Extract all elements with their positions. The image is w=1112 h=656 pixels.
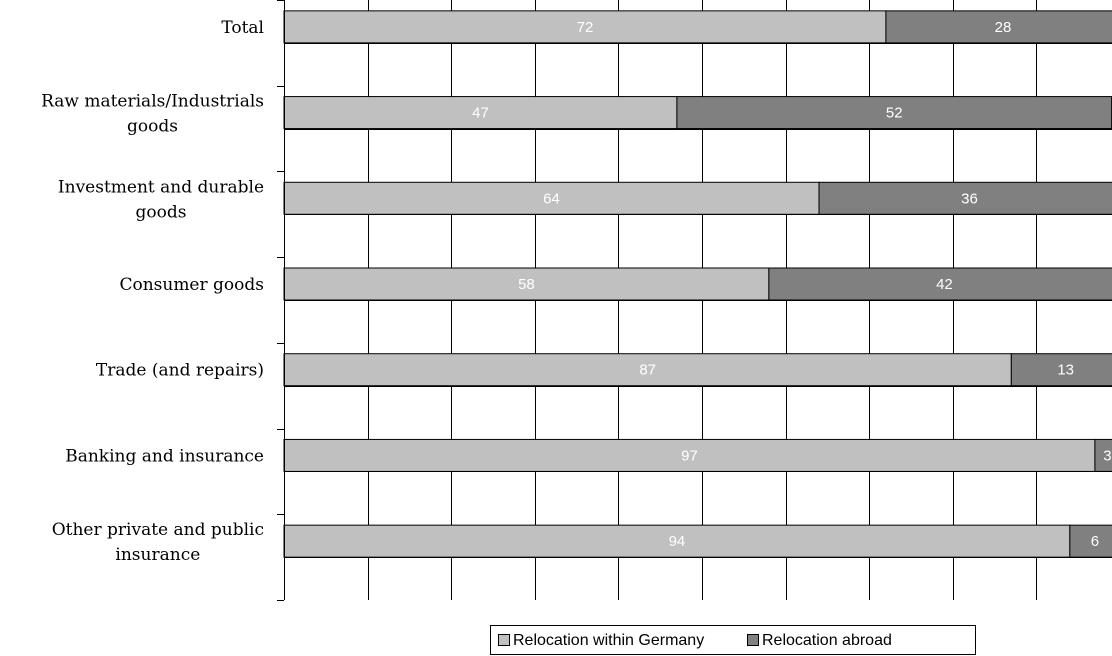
bar-segment-abroad — [768, 267, 1112, 301]
bar-segment-abroad — [1069, 524, 1112, 558]
category-label-line: Other private and public — [52, 520, 264, 540]
category-label: Banking and insurance — [65, 446, 264, 466]
legend-swatch — [747, 634, 759, 646]
bar-value-label: 13 — [1057, 362, 1074, 379]
category-label: Consumer goods — [119, 275, 264, 295]
legend-label: Relocation within Germany — [513, 632, 704, 649]
bar-value-label: 52 — [886, 105, 903, 122]
bar-value-label: 97 — [681, 447, 698, 464]
category-label-line: goods — [127, 117, 178, 137]
bar-value-label: 3 — [1103, 447, 1111, 464]
bar-segment-within-germany — [283, 96, 678, 130]
bar-value-label: 36 — [961, 190, 978, 207]
category-label-line: Investment and durable — [58, 177, 264, 197]
bar-value-label: 42 — [936, 276, 953, 293]
category-label: Other private and public insurance — [52, 520, 264, 565]
category-label: Raw materials/Industrials goods — [41, 92, 264, 137]
legend-box — [490, 625, 976, 655]
bar-value-label: 64 — [543, 190, 560, 207]
bar-segment-within-germany — [283, 353, 1012, 387]
category-label-line: Raw materials/Industrials — [41, 92, 264, 112]
category-label: Investment and durable goods — [58, 177, 264, 222]
bar-value-label: 28 — [995, 19, 1012, 36]
bar-segment-abroad — [1010, 353, 1112, 387]
bar-value-label: 72 — [577, 19, 594, 36]
bar-segment-abroad — [1094, 438, 1112, 472]
bars: 72 28 47 52 64 36 58 42 87 13 97 3 94 6 — [283, 10, 1112, 558]
bar-segment-abroad — [885, 10, 1112, 44]
bar-segment-abroad — [818, 181, 1112, 215]
category-label: Total — [221, 18, 264, 38]
bar-value-label: 58 — [518, 276, 535, 293]
bar-value-label: 47 — [472, 105, 489, 122]
legend: Relocation within Germany Relocation abro… — [490, 625, 976, 655]
legend-swatch — [498, 634, 510, 646]
category-label-line: goods — [135, 202, 186, 222]
bar-value-label: 87 — [639, 362, 656, 379]
category-label: Trade (and repairs) — [96, 361, 264, 381]
category-label-line: insurance — [115, 545, 200, 565]
bar-segment-abroad — [676, 96, 1112, 130]
bar-segment-within-germany — [283, 438, 1096, 472]
bar-segment-within-germany — [283, 10, 887, 44]
bar-value-label: 94 — [669, 533, 686, 550]
legend-label: Relocation abroad — [762, 632, 892, 649]
bar-value-label: 6 — [1091, 533, 1099, 550]
